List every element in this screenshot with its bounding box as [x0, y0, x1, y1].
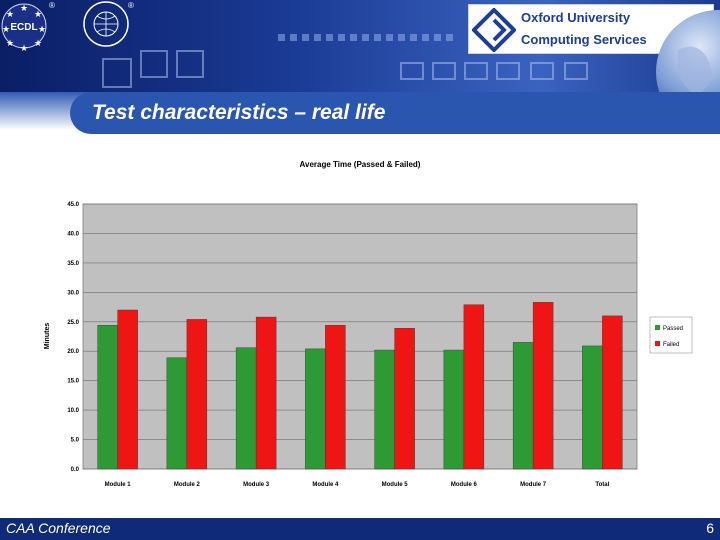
decor-square: [102, 58, 132, 88]
decor-square: [464, 62, 488, 80]
bar-passed-1: [97, 325, 118, 470]
decor-dot: [362, 34, 369, 41]
oucs-name-line2: Computing Services: [521, 32, 647, 47]
chart-title: Average Time (Passed & Failed): [300, 160, 421, 169]
decor-square: [176, 50, 204, 78]
x-tick-label: Total: [595, 482, 609, 488]
bar-passed-2: [166, 357, 188, 470]
decor-dot: [422, 34, 429, 41]
footer-text: CAA Conference: [6, 520, 111, 536]
decor-dot: [314, 34, 321, 41]
bar-failed-6: [463, 304, 485, 470]
y-axis-label: Minutes: [44, 323, 51, 350]
svg-text:★: ★: [20, 3, 28, 13]
star-icon: ★ ★ ★ ★ ★ ★ ★ ★: [2, 3, 46, 53]
ecdl-logo: ★ ★ ★ ★ ★ ★ ★ ★ ECDL ®: [1, 1, 55, 53]
decor-dot: [278, 34, 285, 41]
svg-text:★: ★: [6, 38, 14, 48]
bar-passed-8: [582, 345, 603, 470]
svg-text:★: ★: [38, 24, 46, 34]
decor-dot: [326, 34, 333, 41]
globe-icon: [94, 12, 118, 36]
svg-text:★: ★: [20, 43, 28, 53]
x-tick-label: Module 2: [174, 482, 201, 488]
bar-passed-4: [305, 348, 326, 470]
oucs-name-line1: Oxford University: [521, 10, 631, 25]
registered-mark: ®: [49, 1, 55, 10]
bars: [97, 302, 623, 470]
page-number: 6: [706, 520, 714, 536]
y-tick-label: 25.0: [67, 320, 79, 326]
bar-failed-4: [325, 325, 346, 470]
bar-passed-5: [374, 349, 395, 470]
x-tick-label: Module 1: [105, 482, 132, 488]
international-licence-logo: ®: [83, 1, 134, 47]
decor-dot: [410, 34, 417, 41]
y-tick-label: 30.0: [67, 290, 79, 296]
x-tick-label: Module 3: [243, 482, 270, 488]
footer-bar: [0, 518, 720, 540]
x-tick-label: Module 5: [382, 482, 409, 488]
legend-box: [649, 316, 693, 354]
decor-square: [400, 62, 424, 80]
registered-mark: ®: [128, 1, 134, 10]
svg-text:★: ★: [2, 24, 10, 34]
title-tab: [70, 92, 720, 134]
decor-dot: [350, 34, 357, 41]
legend: Passed Failed: [649, 316, 693, 354]
y-axis-ticks: 0.0 5.0 10.0 15.0 20.0 25.0 30.0 35.0 40.0 45.0: [67, 202, 79, 473]
ecdl-logo-text: ECDL: [10, 22, 37, 33]
decor-dot: [302, 34, 309, 41]
y-tick-label: 5.0: [71, 438, 80, 444]
decor-dot: [290, 34, 297, 41]
decor-dot: [386, 34, 393, 41]
plot-area: [82, 203, 638, 470]
decor-dot: [446, 34, 453, 41]
oucs-emblem-icon: [472, 8, 516, 52]
bar-failed-3: [255, 316, 277, 470]
decor-dot: [398, 34, 405, 41]
y-tick-label: 20.0: [67, 349, 79, 355]
decor-square: [496, 62, 520, 80]
decor-square: [140, 50, 168, 78]
svg-text:★: ★: [34, 9, 42, 19]
y-tick-label: 15.0: [67, 379, 79, 385]
bar-failed-2: [186, 319, 208, 470]
y-tick-label: 35.0: [67, 261, 79, 267]
decor-dot: [338, 34, 345, 41]
bar-failed-1: [117, 309, 138, 470]
bar-chart: Average Time (Passed & Failed) 0.0 5.0 10.…: [44, 160, 693, 488]
legend-swatch-passed: [655, 325, 660, 330]
legend-label-passed: Passed: [663, 326, 683, 332]
bar-failed-5: [394, 328, 415, 470]
bar-passed-3: [235, 347, 257, 470]
x-tick-label: Module 6: [451, 482, 478, 488]
legend-label-failed: Failed: [663, 342, 679, 348]
bar-passed-7: [512, 342, 534, 470]
bar-failed-8: [602, 315, 623, 470]
decor-square: [432, 62, 456, 80]
svg-text:★: ★: [34, 38, 42, 48]
legend-swatch-failed: [655, 341, 660, 346]
decor-square: [530, 62, 554, 80]
y-tick-label: 45.0: [67, 202, 79, 208]
bar-failed-7: [532, 302, 554, 470]
y-tick-label: 0.0: [71, 467, 80, 473]
decor-square: [564, 62, 588, 80]
x-tick-label: Module 4: [312, 482, 339, 488]
bar-passed-6: [443, 349, 465, 470]
y-tick-label: 40.0: [67, 231, 79, 237]
decor-dot: [434, 34, 441, 41]
slide-title: Test characteristics – real life: [92, 101, 386, 124]
y-tick-label: 10.0: [67, 408, 79, 414]
decor-dot: [374, 34, 381, 41]
x-tick-label: Module 7: [520, 482, 547, 488]
svg-text:★: ★: [6, 9, 14, 19]
x-axis-ticks: Module 1 Module 2 Module 3 Module 4 Module 5…: [105, 482, 610, 488]
